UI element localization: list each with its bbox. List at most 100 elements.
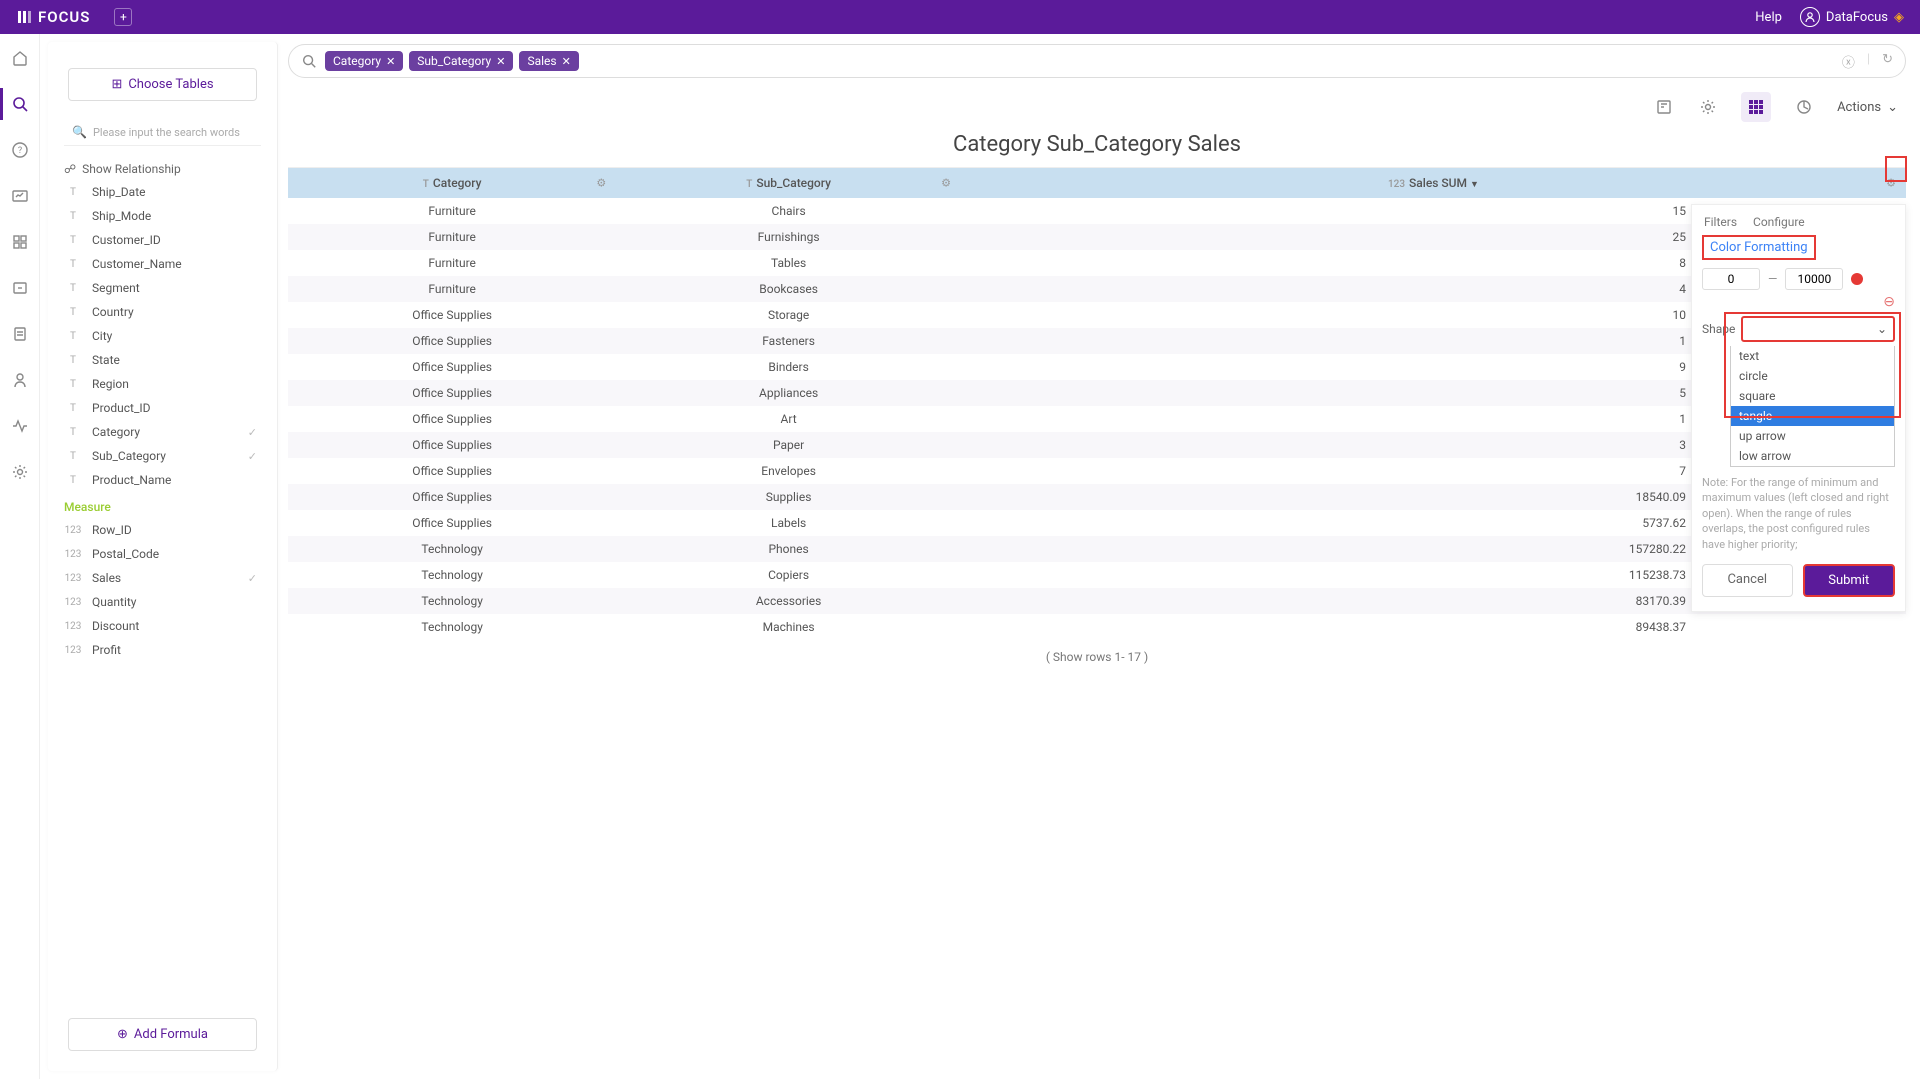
rail-user-icon[interactable] — [10, 370, 30, 390]
table-row[interactable]: FurnitureTables8 — [288, 250, 1906, 276]
shape-option-low-arrow[interactable]: low arrow — [1731, 446, 1894, 466]
table-row[interactable]: FurnitureChairs15 — [288, 198, 1906, 224]
table-row[interactable]: Office SuppliesSupplies18540.09 — [288, 484, 1906, 510]
help-link[interactable]: Help — [1755, 10, 1782, 25]
show-relationship-toggle[interactable]: ☍ Show Relationship — [64, 162, 261, 176]
field-product_id[interactable]: TProduct_ID — [48, 396, 273, 420]
rail-clipboard-icon[interactable] — [10, 324, 30, 344]
close-icon[interactable]: ✕ — [562, 55, 571, 68]
search-bar[interactable]: Category✕Sub_Category✕Sales✕ ⓧ | ↻ — [288, 44, 1906, 78]
shape-option-tangle[interactable]: tangle — [1731, 406, 1894, 426]
gear-icon[interactable]: ⚙ — [596, 177, 606, 190]
field-product_name[interactable]: TProduct_Name — [48, 468, 273, 492]
rail-search-icon[interactable] — [10, 94, 30, 114]
table-row[interactable]: Office SuppliesFasteners1 — [288, 328, 1906, 354]
field-profit[interactable]: 123Profit — [48, 638, 273, 662]
shape-select[interactable]: ⌄ — [1741, 316, 1895, 342]
table-view-icon[interactable] — [1741, 92, 1771, 122]
rail-settings-icon[interactable] — [10, 462, 30, 482]
table-row[interactable]: TechnologyCopiers115238.73 — [288, 562, 1906, 588]
field-postal_code[interactable]: 123Postal_Code — [48, 542, 273, 566]
field-customer_id[interactable]: TCustomer_ID — [48, 228, 273, 252]
field-quantity[interactable]: 123Quantity — [48, 590, 273, 614]
range-max-input[interactable] — [1785, 268, 1843, 290]
column-sales-sum[interactable]: 123Sales SUM▼⚙ — [961, 168, 1906, 198]
rail-grid-icon[interactable] — [10, 232, 30, 252]
rail-activity-icon[interactable] — [10, 416, 30, 436]
actions-button[interactable]: Actions ⌄ — [1837, 100, 1898, 115]
field-discount[interactable]: 123Discount — [48, 614, 273, 638]
show-relationship-label: Show Relationship — [82, 162, 181, 176]
shape-option-circle[interactable]: circle — [1731, 366, 1894, 386]
submit-button[interactable]: Submit — [1803, 564, 1896, 597]
choose-tables-button[interactable]: ⊞ Choose Tables — [68, 68, 257, 101]
close-icon[interactable]: ✕ — [496, 55, 505, 68]
field-country[interactable]: TCountry — [48, 300, 273, 324]
table-row[interactable]: FurnitureBookcases4 — [288, 276, 1906, 302]
field-sub_category[interactable]: TSub_Category✓ — [48, 444, 273, 468]
color-dot[interactable] — [1851, 273, 1863, 285]
rail-home-icon[interactable] — [10, 48, 30, 68]
table-row[interactable]: Office SuppliesStorage10 — [288, 302, 1906, 328]
cell: Copiers — [616, 562, 961, 588]
gear-icon[interactable]: ⚙ — [1886, 177, 1896, 190]
plus-icon: ⊕ — [117, 1027, 128, 1042]
tab-filters[interactable]: Filters — [1704, 215, 1737, 229]
remove-rule-icon[interactable]: ⊖ — [1883, 294, 1895, 310]
clear-search-icon[interactable]: ⓧ — [1842, 52, 1855, 71]
table-row[interactable]: TechnologyPhones157280.22 — [288, 536, 1906, 562]
chart-icon[interactable] — [1793, 96, 1815, 118]
table-row[interactable]: FurnitureFurnishings25 — [288, 224, 1906, 250]
type-icon: T — [64, 427, 82, 438]
field-ship_mode[interactable]: TShip_Mode — [48, 204, 273, 228]
table-row[interactable]: Office SuppliesAppliances5 — [288, 380, 1906, 406]
column-category[interactable]: TCategory⚙ — [288, 168, 616, 198]
gear-icon[interactable]: ⚙ — [941, 177, 951, 190]
shape-option-square[interactable]: square — [1731, 386, 1894, 406]
chip-category[interactable]: Category✕ — [325, 51, 403, 71]
pin-icon[interactable] — [1653, 96, 1675, 118]
field-category[interactable]: TCategory✓ — [48, 420, 273, 444]
table-row[interactable]: Office SuppliesPaper3 — [288, 432, 1906, 458]
field-region[interactable]: TRegion — [48, 372, 273, 396]
shape-label: Shape — [1702, 322, 1735, 336]
user-menu[interactable]: DataFocus ◈ — [1800, 7, 1904, 27]
chip-sales[interactable]: Sales✕ — [519, 51, 578, 71]
field-segment[interactable]: TSegment — [48, 276, 273, 300]
color-formatting-label[interactable]: Color Formatting — [1702, 235, 1816, 260]
rail-help-icon[interactable]: ? — [10, 140, 30, 160]
type-icon: 123 — [64, 597, 82, 608]
field-ship_date[interactable]: TShip_Date — [48, 180, 273, 204]
field-sales[interactable]: 123Sales✓ — [48, 566, 273, 590]
rail-box-icon[interactable] — [10, 278, 30, 298]
data-table: TCategory⚙TSub_Category⚙123Sales SUM▼⚙ F… — [288, 167, 1906, 640]
type-icon: T — [64, 283, 82, 294]
add-formula-button[interactable]: ⊕ Add Formula — [68, 1018, 257, 1051]
field-label: Customer_Name — [92, 257, 182, 271]
tab-configure[interactable]: Configure — [1753, 215, 1805, 229]
close-icon[interactable]: ✕ — [386, 55, 395, 68]
field-row_id[interactable]: 123Row_ID — [48, 518, 273, 542]
refresh-icon[interactable]: ↻ — [1882, 52, 1893, 71]
field-state[interactable]: TState — [48, 348, 273, 372]
table-row[interactable]: Office SuppliesArt1 — [288, 406, 1906, 432]
table-row[interactable]: Office SuppliesLabels5737.62 — [288, 510, 1906, 536]
chip-sub_category[interactable]: Sub_Category✕ — [409, 51, 513, 71]
cancel-button[interactable]: Cancel — [1702, 564, 1793, 597]
column-sub_category[interactable]: TSub_Category⚙ — [616, 168, 961, 198]
table-row[interactable]: Office SuppliesBinders9 — [288, 354, 1906, 380]
new-tab-button[interactable]: + — [114, 8, 132, 26]
range-min-input[interactable] — [1702, 268, 1760, 290]
settings-icon[interactable] — [1697, 96, 1719, 118]
table-row[interactable]: TechnologyMachines89438.37 — [288, 614, 1906, 640]
field-city[interactable]: TCity — [48, 324, 273, 348]
table-row[interactable]: TechnologyAccessories83170.39 — [288, 588, 1906, 614]
rail-dashboard-icon[interactable] — [10, 186, 30, 206]
cell: Office Supplies — [288, 510, 616, 536]
shape-option-up-arrow[interactable]: up arrow — [1731, 426, 1894, 446]
shape-option-text[interactable]: text — [1731, 346, 1894, 366]
table-row[interactable]: Office SuppliesEnvelopes7 — [288, 458, 1906, 484]
search-fields-input[interactable]: 🔍 Please input the search words — [64, 119, 261, 146]
type-icon: T — [64, 331, 82, 342]
field-customer_name[interactable]: TCustomer_Name — [48, 252, 273, 276]
